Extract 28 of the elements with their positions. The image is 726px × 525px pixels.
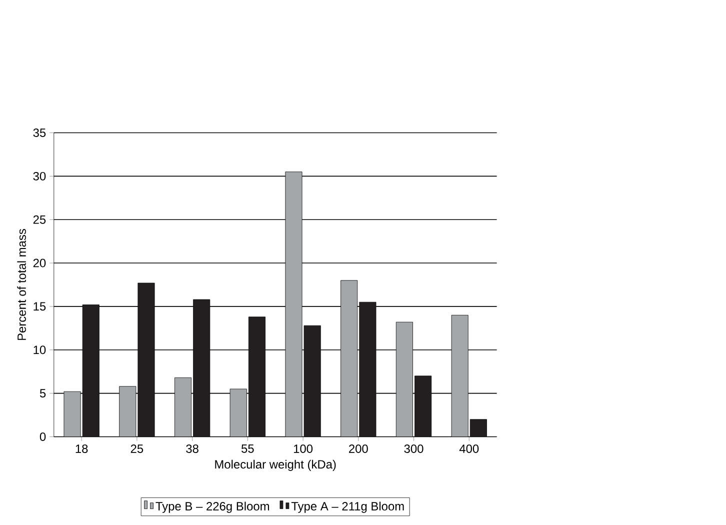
x-axis-title: Molecular weight (kDa) <box>215 460 336 472</box>
x-tick-label: 38 <box>186 444 198 454</box>
y-tick-label: 30 <box>33 172 46 181</box>
y-tick-label: 0 <box>40 432 46 442</box>
x-tick-label: 25 <box>130 444 144 454</box>
bar <box>285 172 302 437</box>
legend-label: Type B – 226g Bloom <box>156 502 270 514</box>
y-tick-label: 20 <box>33 258 46 268</box>
y-axis-title: Percent of total mass <box>17 229 26 340</box>
bar <box>396 322 413 437</box>
bar <box>451 315 468 437</box>
x-tick-label: 55 <box>242 444 254 454</box>
bar <box>230 389 247 437</box>
y-tick-label: 5 <box>40 389 46 398</box>
x-tick-label: 18 <box>76 444 88 454</box>
y-tick-label: 15 <box>34 302 46 311</box>
x-tick-label: 100 <box>294 444 313 454</box>
bar <box>64 392 81 437</box>
x-tick-label: 300 <box>404 444 424 454</box>
bar <box>119 386 136 437</box>
y-tick-label: 25 <box>33 216 46 224</box>
y-tick-label: 35 <box>33 128 46 138</box>
y-tick-label: 10 <box>34 346 46 354</box>
x-tick-label: 400 <box>459 444 479 454</box>
legend-label: Type A – 211g Bloom <box>291 502 404 514</box>
bar <box>340 280 358 437</box>
x-tick-label: 200 <box>349 444 368 454</box>
bar <box>174 378 192 437</box>
